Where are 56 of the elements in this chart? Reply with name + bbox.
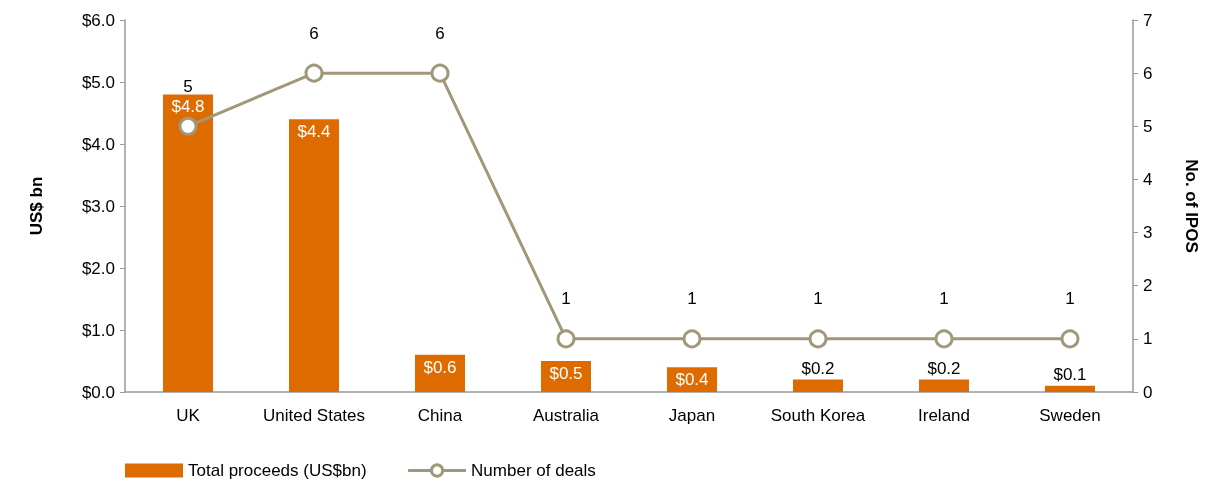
- y2-tick-label: 4: [1143, 169, 1153, 189]
- bar: [289, 119, 339, 392]
- data-label: $4.8: [171, 97, 205, 117]
- x-tick-label: UK: [176, 405, 201, 425]
- point: [1060, 329, 1080, 349]
- data-label: 6: [309, 23, 319, 43]
- bar: [919, 379, 969, 392]
- data-label: $0.2: [801, 358, 835, 378]
- data-label: $0.6: [423, 357, 457, 377]
- y-tick-label: $0.0: [81, 382, 115, 402]
- bar: [1045, 385, 1095, 392]
- point: [178, 116, 198, 136]
- data-label: 1: [687, 289, 697, 309]
- y2-tick-label: 6: [1143, 63, 1153, 83]
- data-label: $0.5: [549, 364, 583, 383]
- x-tick-label: Sweden: [1039, 405, 1101, 425]
- x-tick-label: Australia: [532, 405, 600, 425]
- y2-tick-label: 5: [1143, 116, 1153, 136]
- data-label: 1: [1065, 289, 1075, 309]
- y2-tick-label: 3: [1143, 223, 1153, 243]
- y-tick-label: $6.0: [81, 10, 115, 30]
- data-label: 1: [813, 289, 823, 309]
- y2-tick-label: 7: [1143, 10, 1153, 30]
- bar: [793, 379, 843, 392]
- x-tick-label: South Korea: [770, 405, 866, 425]
- point: [430, 63, 450, 83]
- y-tick-label: $3.0: [81, 196, 115, 216]
- data-label: 1: [939, 289, 949, 309]
- x-tick-label: China: [417, 405, 463, 425]
- y-tick-label: $2.0: [81, 258, 115, 278]
- bar: [163, 94, 213, 392]
- x-tick-label: Ireland: [918, 405, 970, 425]
- data-label: 1: [561, 289, 571, 309]
- y-axis-title: US$ bn: [27, 176, 46, 236]
- y2-tick-label: 2: [1143, 276, 1153, 296]
- point: [556, 329, 576, 349]
- y-tick-label: $5.0: [81, 72, 115, 92]
- point: [682, 329, 702, 349]
- data-label: $0.1: [1053, 364, 1087, 384]
- legend-label: Total proceeds (US$bn): [188, 461, 367, 480]
- y2-tick-label: 1: [1143, 329, 1153, 349]
- point: [934, 329, 954, 349]
- y-tick-label: $1.0: [81, 320, 115, 340]
- y2-axis-title: No. of IPOS: [1182, 159, 1201, 253]
- point: [808, 329, 828, 349]
- y2-tick-label: 0: [1143, 382, 1153, 402]
- x-tick-label: Japan: [668, 405, 716, 425]
- point: [304, 63, 324, 83]
- data-label: 5: [183, 76, 193, 96]
- data-label: $0.4: [675, 370, 709, 390]
- data-label: 6: [435, 23, 445, 43]
- data-label: $4.4: [297, 122, 331, 142]
- x-tick-label: United States: [262, 405, 366, 425]
- data-label: $0.2: [927, 358, 961, 378]
- legend-label: Number of deals: [471, 461, 596, 480]
- y-tick-label: $4.0: [81, 134, 115, 154]
